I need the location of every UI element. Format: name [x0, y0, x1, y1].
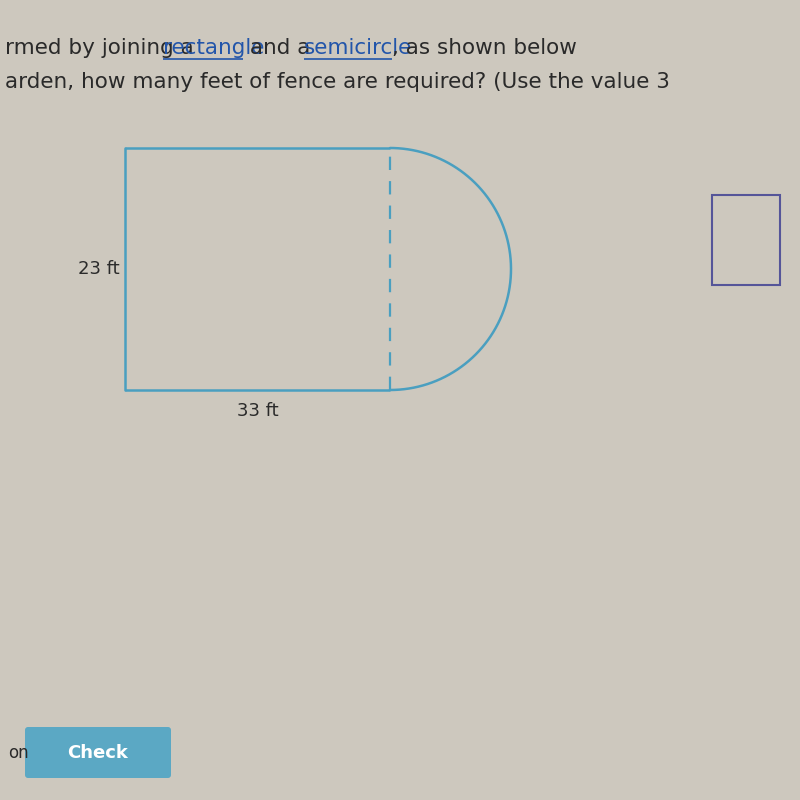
Text: arden, how many feet of fence are required? (Use the value 3: arden, how many feet of fence are requir…: [5, 72, 670, 92]
Text: 23 ft: 23 ft: [78, 260, 120, 278]
Text: rmed by joining a: rmed by joining a: [5, 38, 201, 58]
Text: and a: and a: [242, 38, 317, 58]
FancyBboxPatch shape: [25, 727, 171, 778]
Bar: [712, 195, 780, 285]
Text: rectangle: rectangle: [163, 38, 265, 58]
Text: on: on: [8, 743, 29, 762]
Text: , as shown below: , as shown below: [392, 38, 577, 58]
Text: Check: Check: [67, 743, 129, 762]
Text: semicircle: semicircle: [304, 38, 413, 58]
Text: 33 ft: 33 ft: [237, 402, 278, 420]
